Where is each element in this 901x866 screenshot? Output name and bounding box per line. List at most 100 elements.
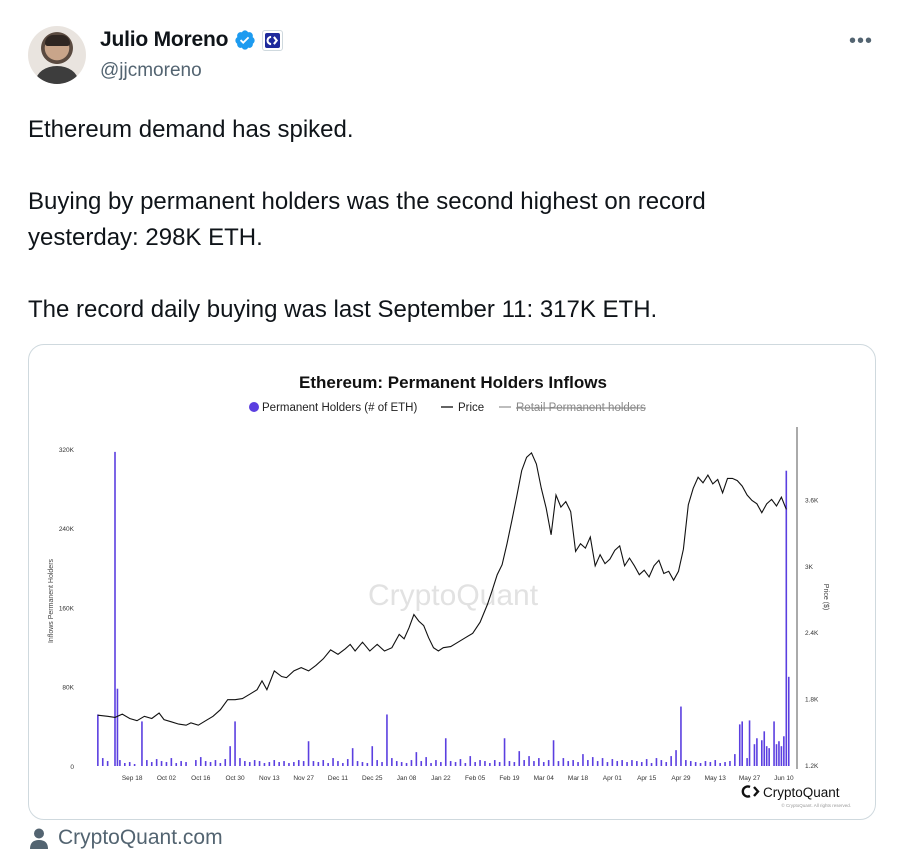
inflow-bar bbox=[775, 744, 778, 766]
inflow-bar bbox=[268, 762, 271, 766]
inflow-bar bbox=[199, 757, 202, 766]
verified-badge-icon bbox=[235, 30, 255, 50]
inflow-bar bbox=[449, 761, 452, 766]
media-card[interactable]: Ethereum: Permanent Holders Inflows Perm… bbox=[28, 344, 876, 820]
inflow-bar bbox=[464, 763, 467, 766]
inflow-bar bbox=[650, 763, 653, 766]
author-handle[interactable]: @jjcmoreno bbox=[100, 60, 202, 81]
user-icon bbox=[30, 828, 48, 849]
y-tick-label: 160K bbox=[59, 605, 75, 612]
inflow-bar bbox=[474, 762, 476, 766]
tweet-line: yesterday: 298K ETH. bbox=[28, 224, 263, 251]
inflow-bar bbox=[146, 760, 148, 766]
inflow-bar bbox=[440, 762, 442, 766]
inflow-bar bbox=[342, 763, 344, 766]
inflow-bar bbox=[768, 748, 770, 766]
inflow-bar bbox=[317, 762, 320, 766]
legend-item: Permanent Holders (# of ETH) bbox=[262, 402, 417, 414]
inflow-bar bbox=[680, 706, 682, 766]
inflow-bar bbox=[572, 760, 574, 766]
inflow-bar bbox=[704, 761, 707, 766]
inflow-bar bbox=[562, 758, 565, 766]
y2-tick-label: 1.2K bbox=[805, 763, 819, 770]
tweet-text: Ethereum demand has spiked. Buying by pe… bbox=[28, 112, 868, 328]
chart-watermark: CryptoQuant bbox=[368, 579, 539, 612]
inflow-bar bbox=[175, 763, 178, 766]
y-tick-label: 0 bbox=[70, 764, 74, 771]
inflow-bar bbox=[400, 762, 403, 766]
inflow-bar bbox=[645, 759, 648, 766]
y-axis-label: Inflows Permanent Holders bbox=[48, 558, 55, 643]
inflow-bar bbox=[748, 720, 751, 766]
y-tick-label: 240K bbox=[59, 526, 75, 533]
inflow-bar bbox=[746, 758, 748, 766]
inflow-bar bbox=[386, 714, 388, 766]
inflow-bar bbox=[150, 762, 153, 766]
inflow-bar bbox=[489, 763, 491, 766]
x-tick-label: Mar 18 bbox=[568, 775, 589, 782]
inflow-bar bbox=[133, 764, 136, 766]
author-name[interactable]: Julio Moreno bbox=[100, 28, 229, 51]
inflow-bar bbox=[337, 761, 339, 766]
inflow-bar bbox=[675, 750, 677, 766]
inflow-bar bbox=[224, 759, 227, 766]
inflow-bar bbox=[101, 758, 104, 766]
inflow-bar bbox=[160, 761, 163, 766]
inflow-bar bbox=[219, 763, 222, 766]
inflow-bar bbox=[155, 759, 158, 766]
inflow-bar bbox=[332, 758, 334, 766]
x-tick-label: Feb 05 bbox=[465, 775, 486, 782]
inflow-bar bbox=[533, 761, 535, 766]
tweet-line: Ethereum demand has spiked. bbox=[28, 116, 354, 143]
inflow-bar bbox=[631, 760, 633, 766]
inflow-bar bbox=[503, 738, 506, 766]
inflow-bar bbox=[258, 761, 261, 766]
chart-copyright: © CryptoQuant. All rights reserved. bbox=[781, 802, 851, 808]
inflow-bar bbox=[395, 761, 398, 766]
inflow-bar bbox=[346, 759, 349, 766]
cryptoquant-logo-icon bbox=[753, 786, 760, 797]
inflow-bar bbox=[420, 761, 423, 766]
legend-dot-icon bbox=[249, 402, 259, 412]
inflow-bar bbox=[244, 761, 246, 766]
link-source[interactable]: CryptoQuant.com bbox=[30, 826, 223, 850]
more-options-icon[interactable]: ••• bbox=[848, 30, 873, 52]
inflow-bar bbox=[405, 763, 408, 766]
inflow-bar bbox=[601, 758, 604, 766]
x-tick-label: Feb 19 bbox=[499, 775, 520, 782]
inflow-bar bbox=[366, 763, 369, 766]
inflow-bar bbox=[459, 759, 462, 766]
cryptoquant-logo: CryptoQuant bbox=[741, 785, 840, 800]
inflow-bar bbox=[738, 724, 741, 766]
affiliate-logo-icon[interactable] bbox=[262, 29, 284, 51]
inflow-bar bbox=[195, 760, 197, 766]
inflow-bar bbox=[587, 760, 589, 766]
x-tick-label: Apr 01 bbox=[603, 775, 623, 782]
inflow-bar bbox=[763, 731, 766, 766]
inflow-bar bbox=[327, 763, 329, 766]
inflow-bar bbox=[356, 761, 359, 766]
inflow-bar bbox=[567, 761, 570, 766]
inflow-bar bbox=[97, 714, 99, 766]
inflow-bar bbox=[783, 736, 785, 766]
tweet-line: The record daily buying was last Septemb… bbox=[28, 296, 658, 323]
inflow-bar bbox=[591, 757, 594, 766]
tweet-line: Buying by permanent holders was the seco… bbox=[28, 188, 706, 215]
inflow-bar bbox=[165, 762, 168, 766]
inflow-bar bbox=[685, 760, 687, 766]
inflow-bar bbox=[106, 761, 109, 766]
inflow-bar bbox=[239, 758, 241, 766]
x-tick-label: Apr 29 bbox=[671, 775, 691, 782]
inflow-bar bbox=[479, 760, 481, 766]
avatar[interactable] bbox=[28, 26, 86, 84]
inflow-bar bbox=[611, 759, 614, 766]
y2-tick-label: 3.6K bbox=[805, 497, 819, 504]
chart-title: Ethereum: Permanent Holders Inflows bbox=[299, 373, 607, 392]
inflow-bar bbox=[214, 760, 217, 766]
inflow-bar bbox=[376, 760, 378, 766]
y-tick-label: 80K bbox=[62, 685, 74, 692]
x-tick-label: Jan 08 bbox=[397, 775, 417, 782]
inflow-bar bbox=[582, 754, 584, 766]
inflow-bar bbox=[493, 760, 496, 766]
inflow-bar bbox=[523, 760, 525, 766]
